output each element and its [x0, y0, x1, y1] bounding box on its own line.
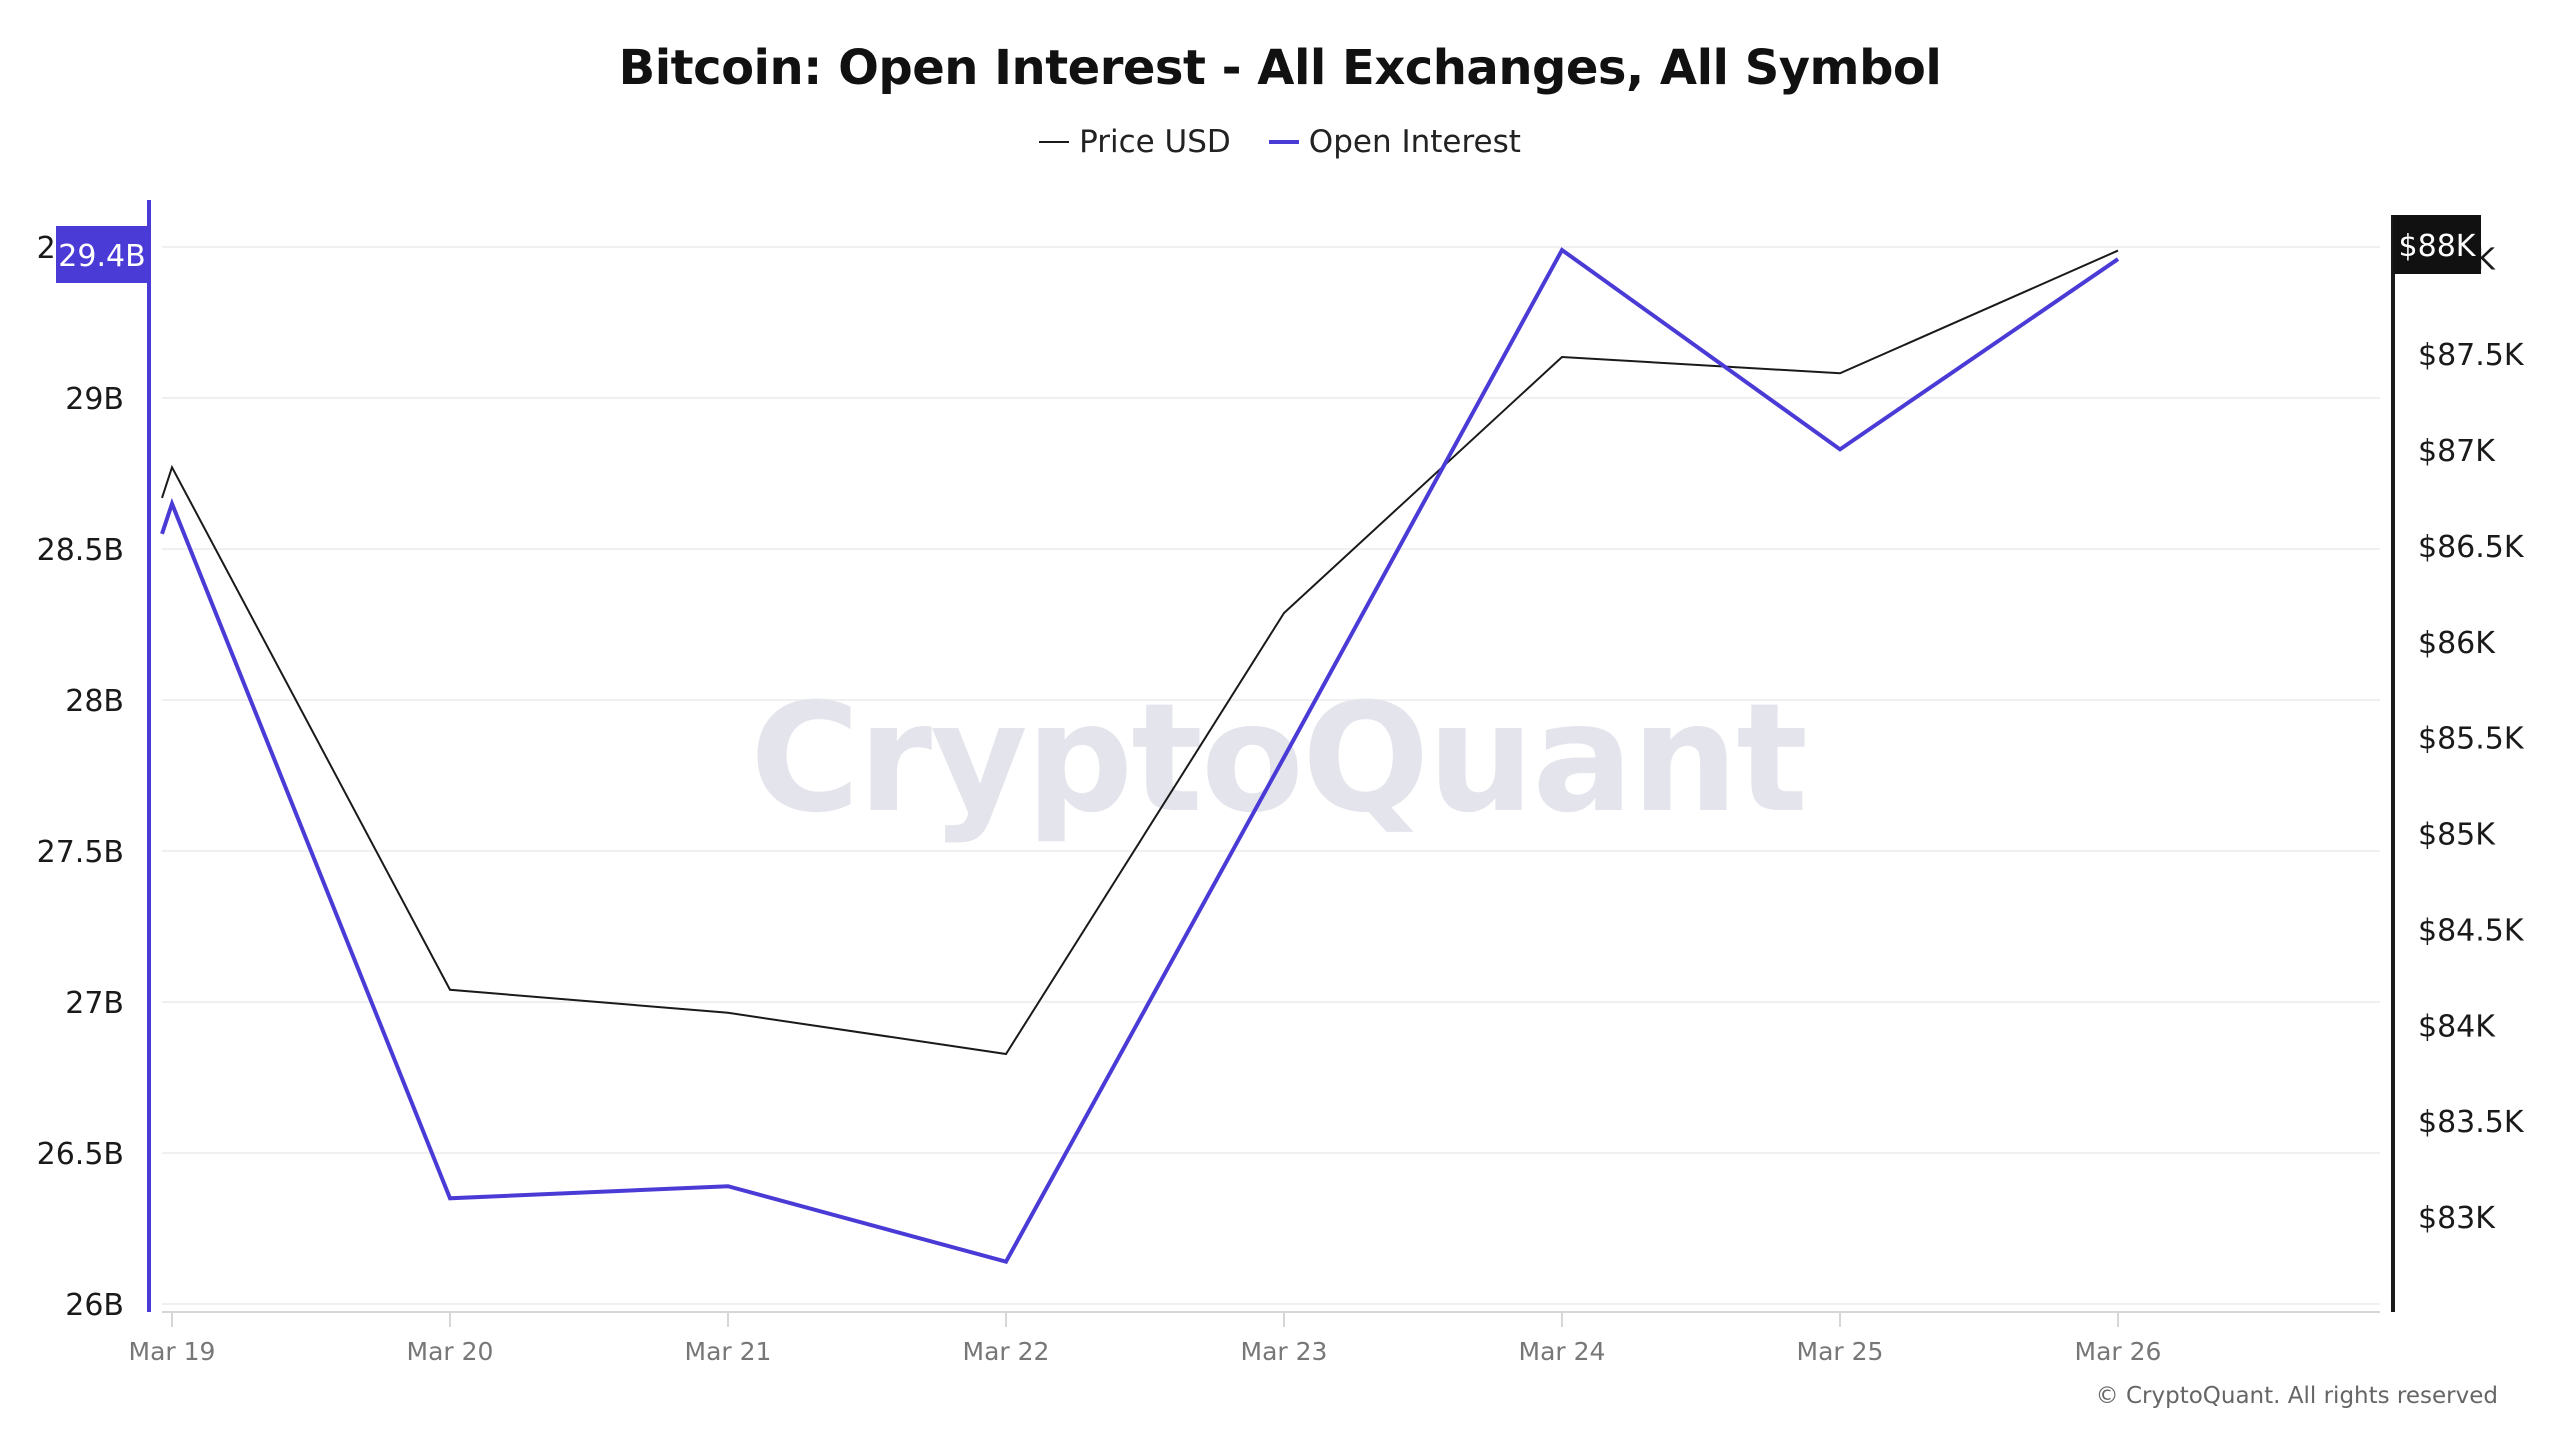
axis-value-badges: 29.4B $88K [56, 215, 2481, 283]
y-tick-left: 29B [65, 382, 124, 417]
y-tick-right: $86K [2418, 626, 2496, 661]
y-tick-left: 26B [65, 1288, 124, 1323]
legend-swatch-open-interest [1268, 140, 1299, 144]
x-tick-label: Mar 19 [129, 1337, 216, 1366]
x-tick-label: Mar 20 [407, 1337, 494, 1366]
y-tick-right: $86.5K [2418, 530, 2525, 565]
y-tick-right: $84.5K [2418, 913, 2525, 948]
price-current-value: $88K [2399, 229, 2477, 264]
price-usd-line[interactable] [161, 249, 2119, 1056]
y-tick-left: 28B [65, 684, 124, 719]
x-axis: Mar 19 Mar 20 Mar 21 Mar 22 Mar 23 Mar 24 Mar … [129, 1311, 2380, 1366]
y-tick-left: 27.5B [37, 835, 124, 870]
open-interest-current-value: 29.4B [58, 239, 145, 274]
open-interest-current-badge [56, 226, 149, 283]
x-tick-label: Mar 21 [685, 1337, 772, 1366]
x-tick-label: Mar 26 [2075, 1337, 2162, 1366]
y-tick-left: 28.5B [37, 533, 124, 568]
y-axis-right: $83K $83.5K $84K $84.5K $85K $85.5K $86K $86.5K… [2391, 215, 2525, 1312]
y-tick-right: $83.5K [2418, 1105, 2525, 1140]
y-tick-right: $85.5K [2418, 722, 2525, 757]
legend-label-price: Price USD [1079, 124, 1231, 160]
y-tick-right: $87K [2418, 434, 2496, 469]
x-tick-label: Mar 24 [1519, 1337, 1606, 1366]
y-tick-left: 27B [65, 986, 124, 1021]
price-current-badge [2393, 215, 2481, 274]
gridlines [162, 246, 2380, 1305]
chart-title: Bitcoin: Open Interest - All Exchanges, … [618, 40, 1942, 96]
legend-swatch-price [1039, 141, 1070, 143]
legend-item-open-interest[interactable]: Open Interest [1268, 124, 1521, 160]
copyright-notice: © CryptoQuant. All rights reserved [2095, 1383, 2498, 1409]
watermark: CryptoQuant [750, 672, 1806, 846]
legend-item-price[interactable]: Price USD [1039, 124, 1231, 160]
x-tick-label: Mar 22 [963, 1337, 1050, 1366]
open-interest-line[interactable] [160, 247, 2120, 1265]
y-tick-right: $85K [2418, 818, 2496, 853]
legend: Price USD Open Interest [0, 124, 2560, 160]
legend-label-open-interest: Open Interest [1308, 124, 1521, 160]
y-tick-left: 26.5B [37, 1137, 124, 1172]
y-tick-right: $87.5K [2418, 338, 2525, 373]
x-tick-label: Mar 25 [1797, 1337, 1884, 1366]
x-tick-label: Mar 23 [1241, 1337, 1328, 1366]
y-tick-right: $83K [2418, 1201, 2496, 1236]
y-tick-right: $84K [2418, 1009, 2496, 1044]
